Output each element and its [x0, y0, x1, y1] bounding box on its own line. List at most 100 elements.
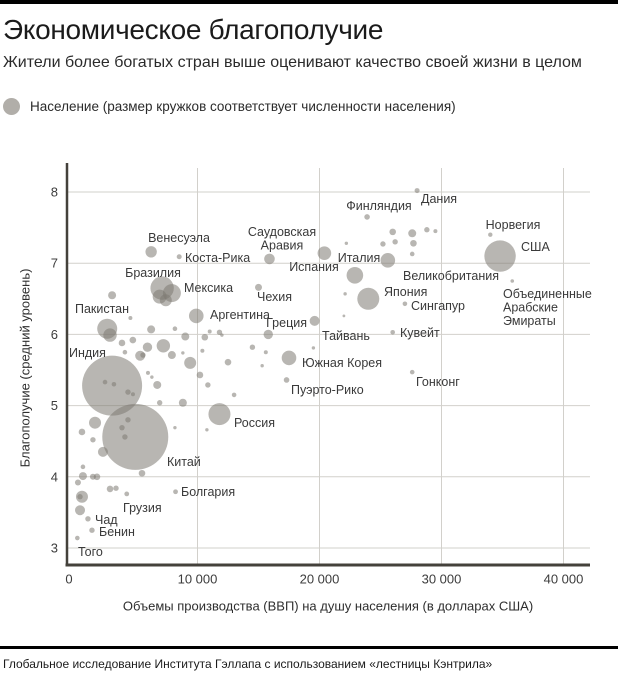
bubble-Индия: [82, 355, 143, 416]
bubble: [147, 325, 156, 334]
bubble-Испания: [317, 246, 332, 261]
bubble: [102, 379, 108, 385]
bubble: [231, 392, 237, 398]
country-label: Объединенные: [503, 287, 592, 301]
bubble: [140, 352, 146, 358]
country-label: Япония: [384, 285, 427, 299]
bubble: [409, 251, 415, 257]
x-tick-label: 10 000: [178, 572, 218, 587]
bubble: [78, 472, 87, 481]
country-label: Великобритания: [403, 269, 499, 283]
bubble: [106, 485, 114, 493]
bubble: [128, 316, 133, 321]
bubble: [433, 229, 438, 234]
bubble: [311, 346, 316, 350]
bubble: [103, 328, 117, 342]
bubble-chart: 3 4 5 6 7 8 0 10 000 20 000 30 000 40 000 Дания Финл…: [18, 163, 592, 614]
bubble: [122, 349, 128, 355]
bubble-Китай: [102, 403, 169, 470]
bubble: [408, 229, 417, 238]
y-tick-label: 4: [51, 469, 58, 484]
bubble-Бенин: [89, 527, 95, 533]
y-axis-title: Благополучие (средний уровень): [18, 269, 33, 468]
bubble-Саудовская Аравия: [264, 253, 275, 265]
bubble: [410, 239, 417, 247]
bubble-Италия: [346, 267, 364, 284]
country-label: Того: [78, 545, 103, 559]
x-tick-label: 30 000: [422, 572, 462, 587]
country-label: Пакистан: [75, 302, 129, 316]
x-axis-title: Объемы производства (ВВП) на душу населе…: [123, 599, 533, 614]
bubble: [172, 326, 178, 332]
bubble-Гонконг: [409, 369, 415, 375]
bubble: [216, 329, 223, 335]
bubble: [153, 380, 162, 389]
country-label: Россия: [234, 416, 275, 430]
y-tick-label: 7: [51, 256, 58, 271]
bubble: [343, 292, 347, 296]
bubble: [97, 446, 108, 457]
bubble: [207, 329, 212, 334]
bubble: [74, 479, 81, 486]
bubble: [263, 350, 268, 355]
source-note: Глобальное исследование Института Гэллап…: [3, 657, 493, 671]
bubble: [142, 342, 153, 352]
country-label: Индия: [69, 346, 106, 360]
bubble: [156, 339, 171, 353]
country-label: Норвегия: [486, 218, 541, 232]
bubble: [89, 416, 102, 429]
x-tick-label: 40 000: [544, 572, 584, 587]
bubble-Тайвань: [263, 329, 273, 340]
bubble-Кувейт: [390, 329, 396, 335]
country-label: Болгария: [181, 485, 235, 499]
bubble: [260, 364, 264, 368]
country-label: Грузия: [123, 501, 162, 515]
top-border: [0, 0, 618, 4]
bubble: [389, 228, 397, 236]
bubble-Норвегия: [488, 232, 493, 237]
bubble: [200, 348, 205, 353]
country-label: Эмираты: [503, 314, 556, 328]
bubble-Сингапур: [402, 301, 408, 307]
bubble: [77, 494, 83, 500]
bubble: [125, 417, 131, 423]
bubble: [205, 382, 211, 388]
country-label: Италия: [338, 251, 381, 265]
bubble-Россия: [208, 403, 231, 426]
bubble: [178, 398, 187, 407]
bubble: [145, 370, 150, 375]
x-tick-label: 20 000: [300, 572, 340, 587]
bubble-Пуэрто-Рико: [283, 377, 290, 383]
bubble: [181, 351, 185, 355]
bubble: [344, 241, 349, 245]
bubble: [224, 358, 232, 366]
bubble: [122, 434, 128, 440]
bubble: [150, 375, 154, 379]
bubble-Япония: [357, 287, 380, 310]
bubble: [130, 392, 135, 397]
bubble: [392, 239, 398, 245]
bubble-Болгария: [173, 489, 178, 495]
country-label: Бенин: [99, 525, 135, 539]
country-label: Испания: [289, 260, 339, 274]
bubble: [90, 437, 96, 443]
country-label: Аргентина: [210, 308, 270, 322]
country-label: Саудовская: [248, 225, 316, 239]
bubble-Аргентина: [188, 308, 204, 324]
bubble: [89, 473, 96, 480]
bubble: [113, 485, 119, 491]
y-tick-label: 8: [51, 185, 58, 200]
bubble: [75, 505, 86, 516]
bubble: [201, 333, 209, 341]
legend: Население (размер кружков соответствует …: [3, 98, 456, 115]
bubble: [129, 336, 137, 344]
y-tick-label: 6: [51, 327, 58, 342]
bubble-Южная Корея: [281, 350, 297, 366]
country-label: Аравия: [261, 239, 304, 253]
country-label: Мексика: [184, 281, 233, 295]
bubble: [138, 469, 146, 477]
bubble: [119, 424, 125, 431]
bubble: [181, 332, 190, 341]
y-tick-label: 5: [51, 398, 58, 413]
country-label: Сингапур: [411, 299, 465, 313]
